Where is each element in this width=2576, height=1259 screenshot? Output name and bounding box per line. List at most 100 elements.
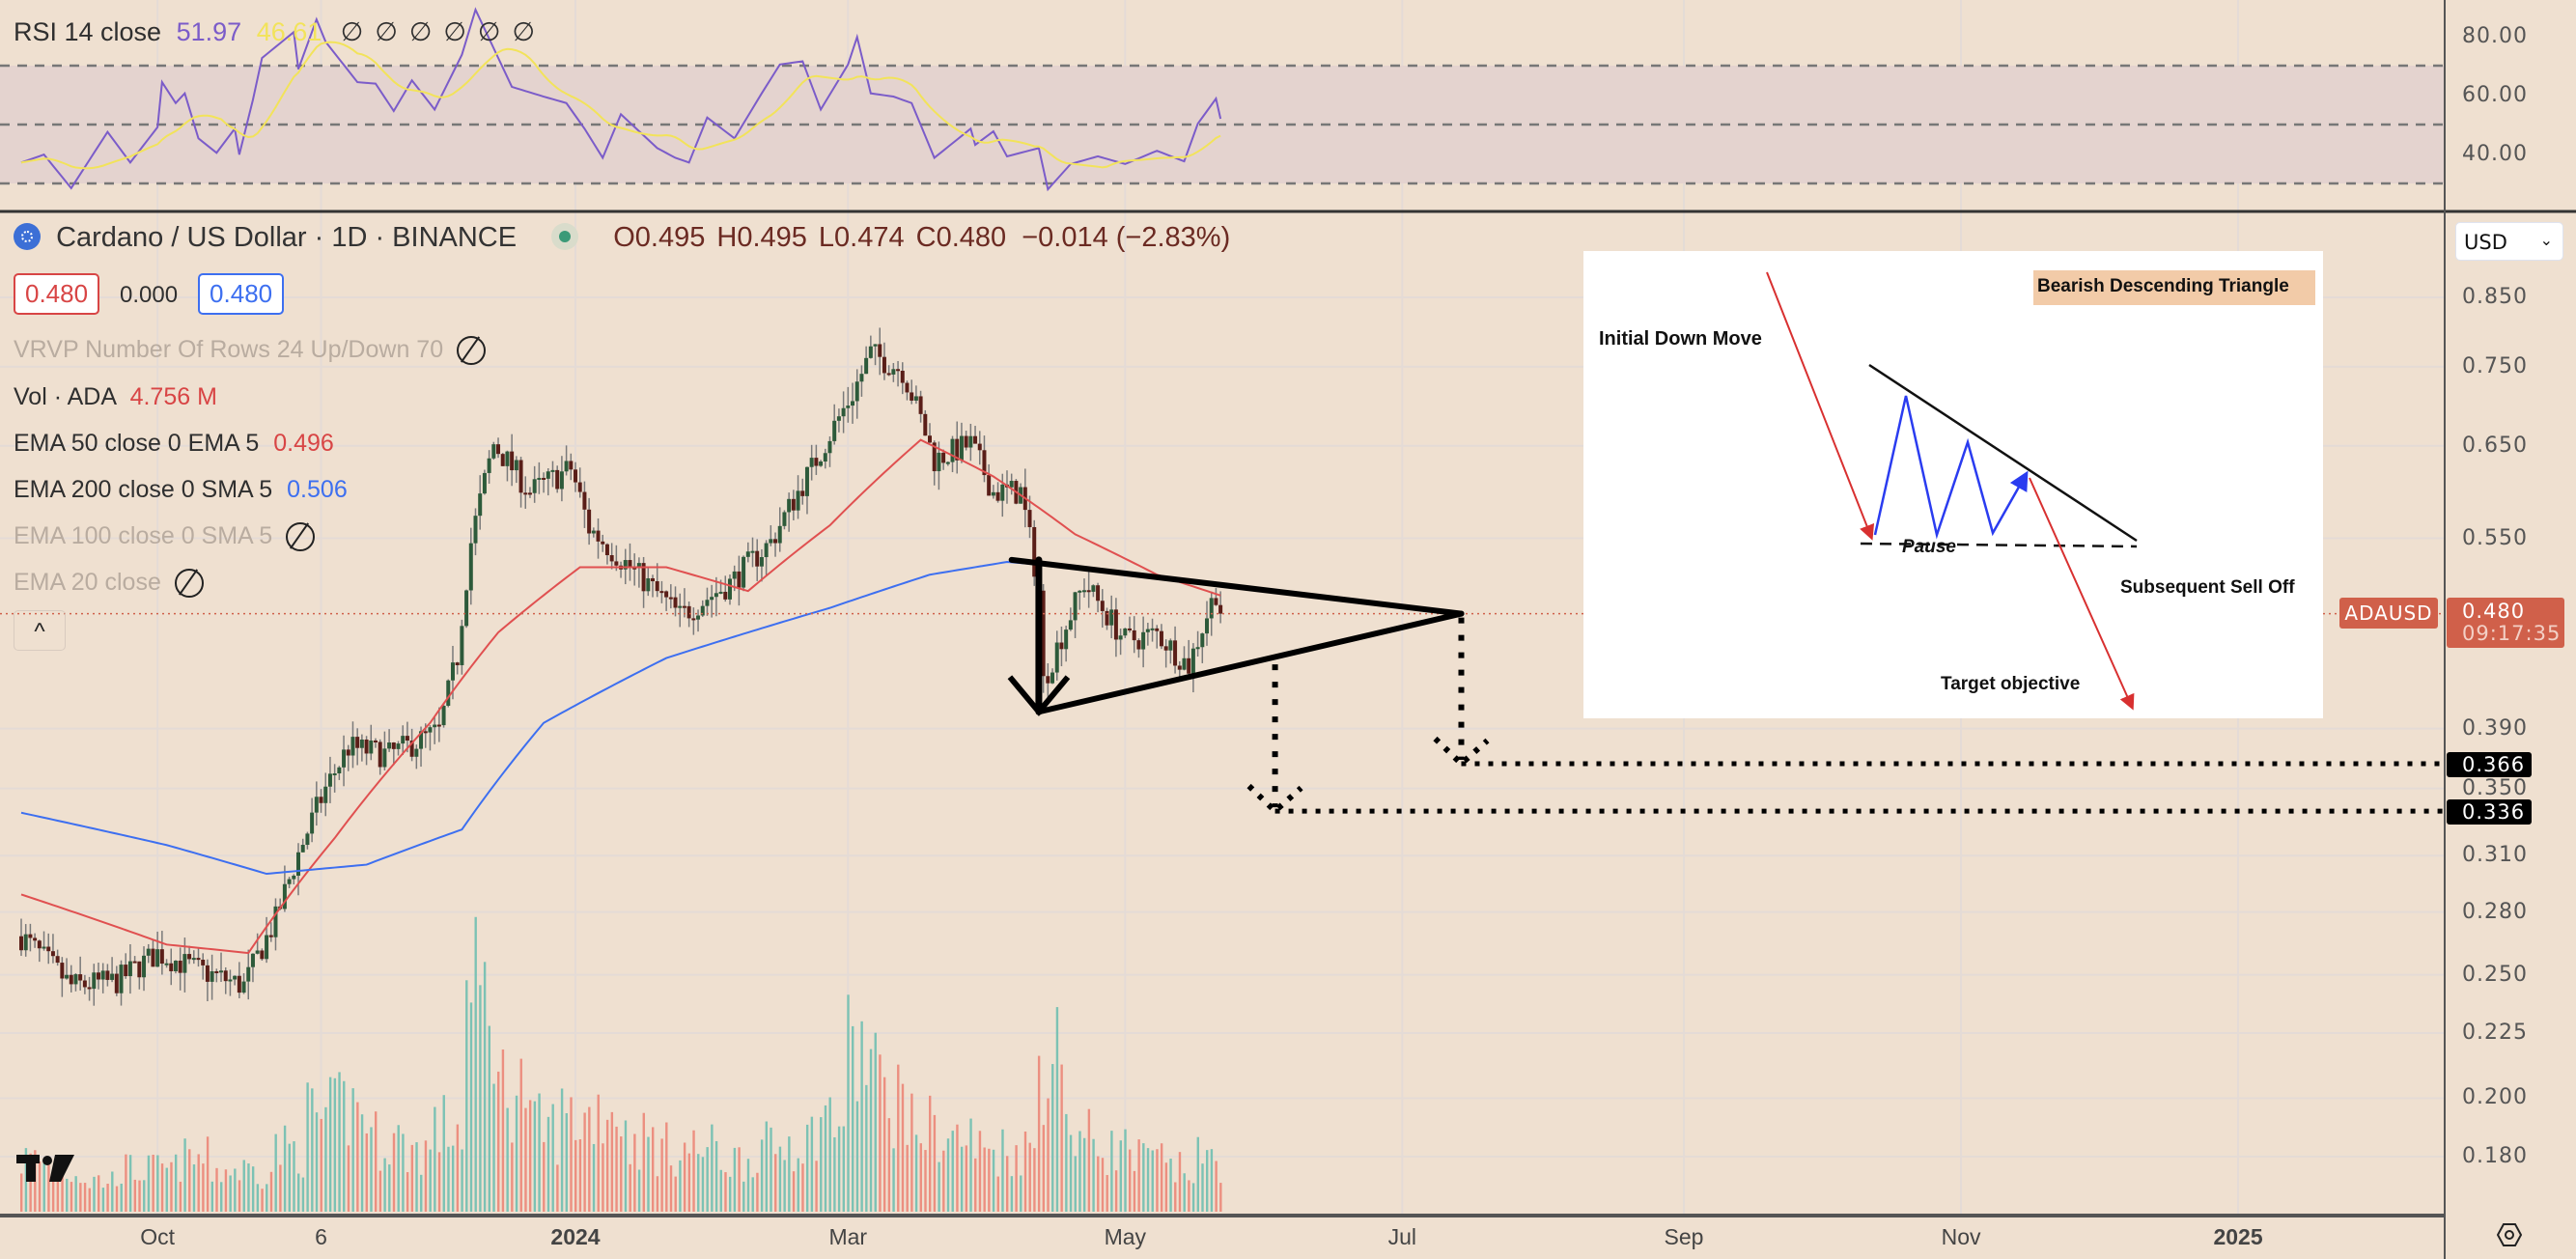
candle [846,406,851,408]
candle [959,435,964,461]
rsi-tick-label: 40.00 [2462,141,2528,166]
volume-bar [93,1176,96,1212]
candle [19,936,23,951]
candle [777,525,782,544]
candle [896,369,901,372]
currency-select[interactable]: USD ⌄ [2455,222,2563,261]
volume-bar [914,1134,918,1212]
volume-bar [792,1171,796,1212]
legend-ema20[interactable]: EMA 20 close [14,569,204,599]
candle [1182,657,1187,670]
volume-bar [229,1175,232,1212]
volume-bar [701,1157,705,1212]
collapse-legend-button[interactable]: ^ [14,610,66,651]
candle [673,597,678,608]
ohlc-label: C [915,222,937,253]
tradingview-logo[interactable] [16,1151,78,1184]
legend-vrvp[interactable]: VRVP Number Of Rows 24 Up/Down 70 [14,336,487,366]
hidden-plot-icon[interactable]: ∅ [477,17,501,46]
ohlc-value: 0.480 [936,222,1007,253]
volume-bar [674,1176,677,1212]
volume-bar [528,1100,532,1212]
volume-bar [602,1143,604,1212]
legend-ema200[interactable]: EMA 200 close 0 SMA 5 0.506 [14,476,348,504]
volume-bar [215,1167,218,1212]
volume-bar [820,1117,823,1212]
candle [832,420,837,441]
candle [868,346,873,358]
candle [941,452,946,463]
buy-button[interactable]: 0.480 [198,273,285,315]
candle [514,460,518,471]
volume-bar [156,1155,159,1212]
candle [973,435,978,444]
volume-bar [742,1181,745,1212]
candle [1105,610,1109,626]
volume-bar [1133,1170,1136,1212]
candle [433,724,437,728]
hidden-plot-icon[interactable]: ∅ [443,17,466,46]
hidden-eye-icon[interactable] [286,522,316,552]
sell-button[interactable]: 0.480 [14,273,100,315]
volume-bar [978,1131,982,1212]
candle [659,591,664,594]
volume-bar [1164,1162,1168,1212]
candle [628,560,632,568]
candle [1163,646,1168,651]
candle [1141,631,1146,650]
candle [696,615,701,620]
candle [159,949,164,965]
hidden-plot-icon[interactable]: ∅ [512,17,535,46]
hidden-plot-icon[interactable]: ∅ [408,17,433,46]
legend-ema50[interactable]: EMA 50 close 0 EMA 5 0.496 [14,430,334,458]
volume-bar [919,1143,922,1212]
candle [745,551,750,557]
rsi-legend[interactable]: RSI 14 close 51.97 46.61 ∅ ∅ ∅ ∅ ∅ ∅ [14,17,535,47]
candle [905,382,910,393]
candle [391,742,396,749]
candle [100,970,105,980]
volume-bar [1101,1158,1105,1212]
hidden-plot-icon[interactable]: ∅ [340,17,364,46]
ohlc-value: 0.495 [634,222,706,253]
volume-bar [128,1155,132,1212]
candle [782,512,787,526]
time-tick-label: 2024 [550,1224,601,1249]
legend-ema100[interactable]: EMA 100 close 0 SMA 5 [14,522,316,552]
candle [332,773,337,776]
volume-bar [597,1094,600,1212]
settings-icon[interactable] [2496,1222,2523,1247]
candle [664,591,669,598]
rsi-ma-value: 46.61 [256,17,322,46]
volume-bar [143,1180,146,1212]
candle [809,458,814,467]
symbol-header[interactable]: Cardano / US Dollar · 1D · BINANCE O0.49… [14,222,1230,254]
volume-bar [1074,1156,1077,1212]
volume-bar [420,1174,423,1212]
volume-bar [1119,1140,1123,1212]
candle [823,453,827,462]
volume-bar [125,1154,127,1212]
legend-volume[interactable]: Vol · ADA 4.756 M [14,383,217,411]
candle [23,934,28,951]
candle [718,591,723,594]
candle [650,577,655,582]
candle [982,450,987,476]
symbol-title[interactable]: Cardano / US Dollar · 1D · BINANCE [56,222,518,253]
candle [151,948,155,967]
hidden-plot-icon[interactable]: ∅ [375,17,398,46]
candle [632,567,637,570]
candle [1209,598,1214,619]
volume-bar [551,1104,554,1212]
time-tick-label: Jul [1387,1224,1417,1249]
volume-bar [274,1133,277,1212]
hidden-eye-icon[interactable] [174,569,204,599]
volume-bars [20,916,1222,1212]
hidden-eye-icon[interactable] [457,336,487,366]
volume-bar [724,1172,727,1212]
time-tick-label: 6 [315,1224,327,1249]
rsi-hidden-marks: ∅ ∅ ∅ ∅ ∅ ∅ [329,17,535,46]
candle [819,462,824,466]
candle [87,987,92,990]
